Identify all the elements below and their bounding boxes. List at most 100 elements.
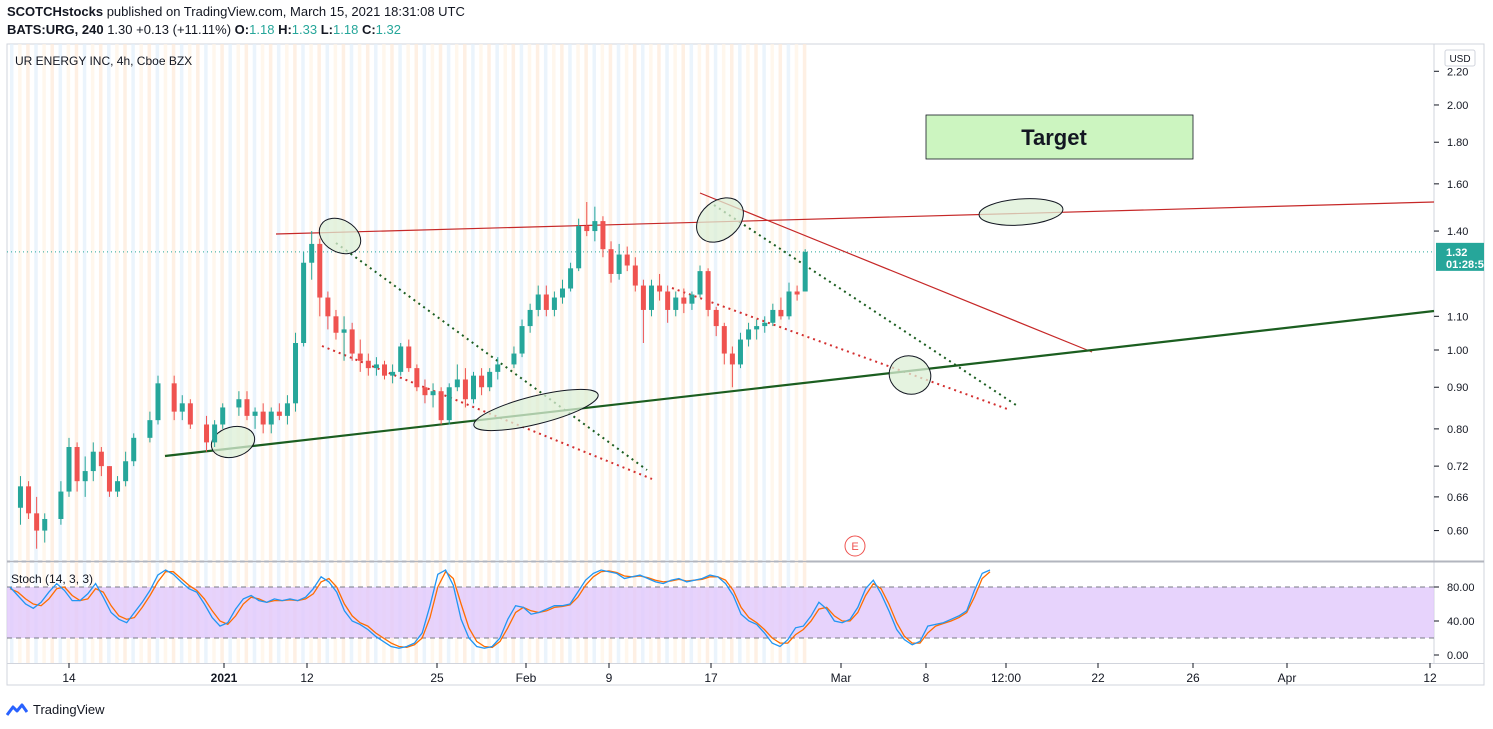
candle <box>584 201 590 237</box>
session-stripe <box>632 44 637 561</box>
candle-body <box>341 329 347 333</box>
time-axis[interactable]: 14 2021 12 25 Feb 9 17 Mar 8 12:00 22 26 Apr 12 <box>62 663 1437 685</box>
candle <box>778 297 784 320</box>
highlight-ellipse-4[interactable] <box>688 189 752 252</box>
candle <box>471 371 476 404</box>
candle <box>705 268 711 317</box>
session-stripe <box>446 44 451 561</box>
session-stripe <box>754 44 758 561</box>
session-stripe <box>721 44 726 561</box>
price-axis[interactable]: 0.60 0.66 0.72 0.80 0.90 1.00 1.10 1.40 1.60 1.80… <box>1434 66 1468 538</box>
candle-body <box>559 288 565 298</box>
price-tick-label: 0.66 <box>1447 492 1468 504</box>
candle-body <box>737 339 743 365</box>
candle-body <box>754 326 760 330</box>
session-stripe <box>657 44 661 561</box>
highlight-ellipse-3[interactable] <box>471 381 602 439</box>
candle-body <box>681 297 687 304</box>
candle <box>276 403 282 421</box>
candle-body <box>519 326 525 354</box>
currency-box[interactable] <box>1444 49 1476 67</box>
candle <box>632 257 638 292</box>
author-name[interactable]: SCOTCHstocks <box>7 4 104 19</box>
support-line[interactable] <box>164 309 1435 458</box>
highlight-ellipse-6[interactable] <box>978 196 1064 228</box>
candle-body <box>495 364 501 372</box>
candle-body <box>770 309 776 323</box>
candle <box>212 420 218 448</box>
highlight-ellipse-2[interactable] <box>208 422 258 462</box>
session-stripe <box>341 44 346 561</box>
time-tick-label: 14 <box>62 671 76 685</box>
candle <box>640 279 646 343</box>
candle-body <box>309 243 315 263</box>
stoch-d-line <box>9 570 991 649</box>
high-value: 1.33 <box>291 22 318 37</box>
earnings-marker-icon[interactable] <box>844 535 866 557</box>
resistance-line[interactable] <box>275 201 1435 235</box>
candle-body <box>471 375 476 400</box>
session-stripe <box>495 44 499 561</box>
publish-details: published on TradingView.com, March 15, … <box>103 4 465 19</box>
candle <box>58 481 64 525</box>
close-value: 1.32 <box>375 22 401 37</box>
candle-body <box>487 371 493 388</box>
publish-info: SCOTCHstocks published on TradingView.co… <box>7 4 465 19</box>
candle-body <box>786 291 792 317</box>
candle-body <box>34 513 40 531</box>
session-stripe <box>155 44 160 561</box>
candle-body <box>115 481 121 492</box>
green-dotted-trendline-1[interactable] <box>335 242 648 471</box>
candle-body <box>762 322 768 327</box>
candle <box>657 273 663 301</box>
drawings-layer[interactable]: Target <box>164 114 1435 480</box>
session-stripe <box>430 44 435 561</box>
time-tick-label: Mar <box>831 671 852 685</box>
stoch-tick-label: 40.00 <box>1447 616 1475 628</box>
session-stripe <box>123 44 127 561</box>
candle <box>26 481 32 519</box>
candle <box>382 360 388 380</box>
candle-body <box>551 297 557 310</box>
session-stripe <box>163 44 168 561</box>
pane-title: UR ENERGY INC, 4h, Cboe BZX <box>15 54 192 68</box>
highlight-ellipse-1[interactable] <box>313 211 367 261</box>
candle <box>147 411 153 443</box>
session-stripe <box>746 44 750 561</box>
candle <box>309 231 315 280</box>
candle <box>115 476 121 497</box>
session-stripe <box>171 44 176 561</box>
candle <box>357 339 363 372</box>
session-stripe <box>50 44 54 561</box>
session-stripe <box>762 44 766 561</box>
low-value: 1.18 <box>333 22 359 37</box>
session-stripe <box>58 44 63 561</box>
green-dotted-trendline-2[interactable] <box>713 204 1017 406</box>
candle-body <box>616 254 622 274</box>
target-box[interactable] <box>925 114 1194 160</box>
time-tick-label: 9 <box>606 671 613 685</box>
candle <box>252 407 258 429</box>
session-stripe <box>357 44 362 561</box>
footer-branding[interactable]: TradingView <box>6 702 105 717</box>
session-stripe <box>228 44 232 561</box>
session-stripe <box>568 44 572 561</box>
session-stripe <box>220 44 224 561</box>
candle-body <box>632 265 638 286</box>
candle <box>171 375 177 421</box>
candle <box>786 282 792 320</box>
session-stripe <box>196 44 200 561</box>
candle <box>762 316 768 333</box>
session-stripe <box>730 44 734 561</box>
candle-body <box>204 424 210 443</box>
candle <box>794 285 800 301</box>
candle <box>721 322 727 365</box>
close-label: C: <box>361 22 376 37</box>
open-value: 1.18 <box>249 22 275 37</box>
highlight-ellipse-5[interactable] <box>884 350 936 400</box>
candle <box>479 368 485 396</box>
candle <box>260 403 266 434</box>
candle <box>454 364 460 392</box>
downtrend-line[interactable] <box>699 192 1093 353</box>
